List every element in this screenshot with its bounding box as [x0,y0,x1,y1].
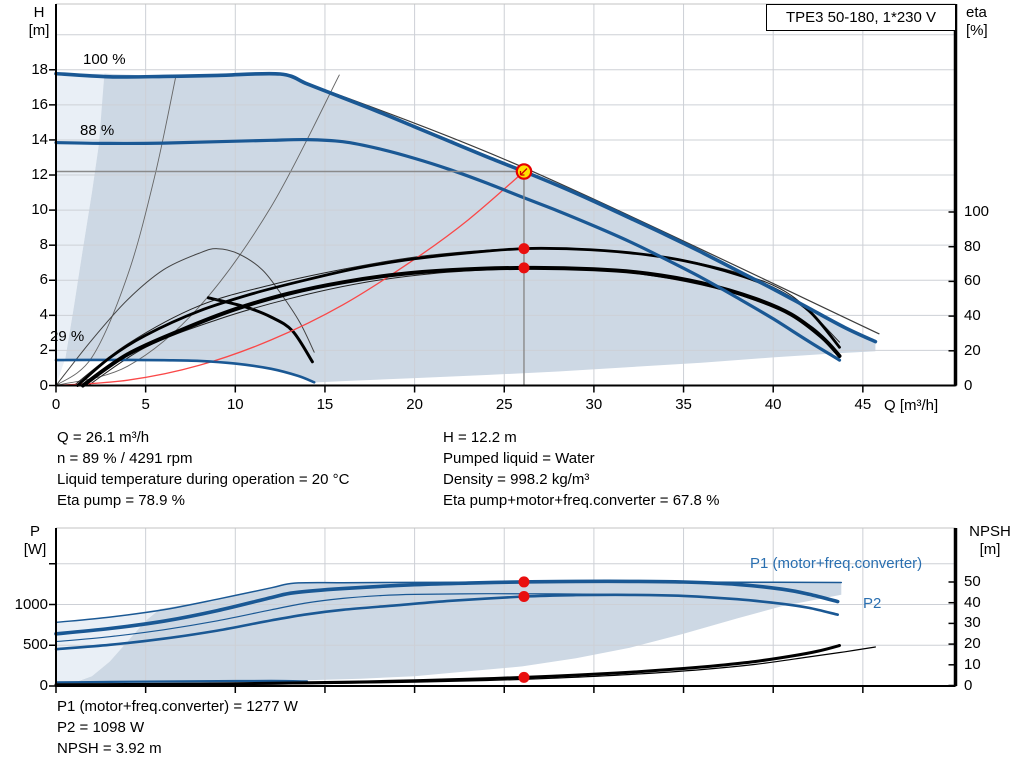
eta-tick-label: 20 [964,341,981,359]
p2-dot [518,591,530,603]
npsh-tick-label: 50 [964,573,981,590]
info-p1: P1 (motor+freq.converter) = 1277 W [57,698,298,715]
eta-total-dot [518,262,530,274]
eta-pump-dot [518,243,530,255]
affinity-line-1 [55,74,177,386]
q-axis-label: Q [m³/h] [884,397,939,414]
p2-curve [54,593,839,651]
duty-info-left: Q = 26.1 m³/h n = 89 % / 4291 rpm Liquid… [57,427,349,511]
power-envelope [73,582,842,683]
speed-label-88: 88 % [80,122,115,139]
h-tick-label: 14 [31,130,48,148]
info-flow: Q = 26.1 m³/h [57,429,150,446]
h-tick-label: 10 [31,201,48,219]
h-tick-label: 16 [31,95,48,113]
min-speed-eta-parabola [55,248,315,386]
npsh-tick-label: 30 [964,614,981,632]
h-axis-label: H [m] [28,4,50,39]
q-tick-label: 10 [226,396,244,413]
p-tick-label: 1000 [14,595,48,613]
eta-total-curve [80,265,842,388]
p-tick-label: 500 [22,636,48,654]
q-tick-label: 15 [316,396,334,413]
npsh-tick-label: 0 [964,676,973,694]
eta-tick-label: 0 [964,376,973,394]
low-flow-region [56,73,105,386]
p2-curve-label: P2 [863,595,882,612]
info-head: H = 12.2 m [443,429,517,446]
speed-label-100: 100 % [83,51,126,68]
q-tick-label: 45 [854,396,872,413]
eta-tick-label: 40 [964,307,981,325]
info-speed: n = 89 % / 4291 rpm [57,450,193,467]
q-tick-label: 25 [495,396,513,413]
info-eta-total: Eta pump+motor+freq.converter = 67.8 % [443,492,720,509]
q-tick-label: 35 [675,396,692,413]
info-density: Density = 998.2 kg/m³ [443,471,590,488]
info-eta-pump: Eta pump = 78.9 % [57,492,185,509]
h-tick-label: 2 [39,341,48,359]
p1-curve-label: P1 (motor+freq.converter) [750,555,923,572]
p-29pct-curve [54,679,309,684]
affinity-line-2 [55,74,340,386]
p-tick-label: 0 [39,677,48,694]
q-tick-label: 40 [764,396,782,413]
npsh-tick-label: 20 [964,635,981,653]
p1-dot [518,576,530,588]
operating-envelope [65,73,876,383]
eta-tick-label: 60 [964,272,981,290]
speed-label-29: 29 % [50,328,85,345]
h-tick-label: 12 [31,166,48,184]
q-tick-label: 5 [141,396,150,413]
h-tick-label: 4 [39,306,48,324]
duty-point[interactable] [515,163,533,180]
duty-point-arrow-icon [519,168,528,176]
eta-tick-label: 80 [964,237,981,255]
p1-curve [54,579,840,636]
info-liquid-temp: Liquid temperature during operation = 20… [57,471,350,488]
h-tick-label: 0 [39,376,48,394]
low-flow-region-p [56,609,160,684]
h-tick-label: 6 [39,271,48,289]
curve-29pct [54,358,316,384]
min-speed-eta-tail [206,296,314,364]
h-tick-label: 18 [31,60,48,78]
p-axis-label: P [W] [23,523,47,558]
pump-model-title: TPE3 50-180, 1*230 V [766,4,956,31]
npsh-tick-label: 40 [964,593,981,611]
h-tick-label: 8 [39,236,48,254]
eta-axis-label: eta [%] [966,4,988,39]
npsh-axis-label: NPSH [m] [969,523,1011,558]
q-tick-label: 20 [406,396,423,413]
q-tick-label: 0 [51,396,61,413]
npsh-tick-label: 10 [964,655,981,673]
info-pumped-liquid: Pumped liquid = Water [443,450,595,467]
system-curve [55,170,525,387]
power-info-block: P1 (motor+freq.converter) = 1277 W P2 = … [57,696,298,759]
curve-88pct [54,137,842,362]
info-p2: P2 = 1098 W [57,719,145,736]
npsh-dot [518,671,530,683]
npsh-curve [54,644,841,687]
duty-info-right: H = 12.2 m Pumped liquid = Water Density… [443,427,719,511]
q-tick-label: 30 [585,396,603,413]
info-npsh: NPSH = 3.92 m [57,740,162,757]
curve-100pct [54,71,878,344]
eta-tick-label: 100 [964,203,990,220]
